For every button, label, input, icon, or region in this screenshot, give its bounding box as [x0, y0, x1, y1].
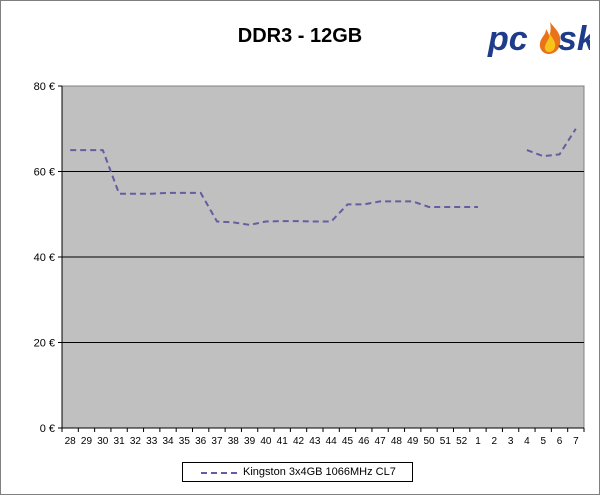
x-tick-label: 30	[97, 436, 109, 447]
x-tick-label: 37	[211, 436, 223, 447]
logo-text-b: sk	[558, 20, 590, 58]
x-tick-label: 5	[540, 436, 546, 447]
x-tick-label: 50	[423, 436, 435, 447]
y-tick-label: 0 €	[40, 423, 55, 435]
x-tick-label: 34	[162, 436, 174, 447]
x-tick-label: 4	[524, 436, 530, 447]
x-tick-label: 44	[326, 436, 338, 447]
x-tick-label: 43	[309, 436, 321, 447]
series-line	[526, 128, 577, 158]
x-tick-label: 42	[293, 436, 305, 447]
pcask-logo: pc sk	[487, 20, 590, 58]
legend: Kingston 3x4GB 1066MHz CL7	[182, 462, 413, 482]
x-tick-label: 31	[114, 436, 126, 447]
logo-flame	[539, 22, 561, 54]
legend-label: Kingston 3x4GB 1066MHz CL7	[243, 466, 396, 478]
x-tick-label: 46	[358, 436, 370, 447]
y-tick-label: 20 €	[34, 338, 55, 350]
x-tick-label: 28	[65, 436, 77, 447]
y-tick-label: 60 €	[34, 167, 55, 179]
x-tick-label: 48	[391, 436, 403, 447]
logo-text-a: pc	[487, 20, 528, 58]
x-tick-label: 36	[195, 436, 207, 447]
x-tick-label: 33	[146, 436, 158, 447]
x-tick-label: 6	[557, 436, 563, 447]
y-tick-label: 80 €	[34, 81, 55, 93]
series-line	[70, 149, 478, 226]
x-tick-label: 3	[508, 436, 514, 447]
chart-title: DDR3 - 12GB	[237, 25, 363, 47]
x-tick-label: 52	[456, 436, 468, 447]
x-tick-label: 1	[475, 436, 481, 447]
x-tick-label: 39	[244, 436, 256, 447]
x-tick-label: 47	[375, 436, 387, 447]
x-tick-label: 41	[277, 436, 289, 447]
x-tick-label: 7	[573, 436, 579, 447]
legend-line-swatch	[201, 472, 237, 474]
x-tick-label: 40	[260, 436, 272, 447]
x-tick-label: 35	[179, 436, 191, 447]
x-tick-label: 29	[81, 436, 93, 447]
x-tick-label: 38	[228, 436, 240, 447]
x-tick-label: 32	[130, 436, 142, 447]
y-tick-label: 40 €	[34, 252, 55, 264]
x-tick-label: 49	[407, 436, 419, 447]
x-tick-label: 2	[492, 436, 498, 447]
x-tick-label: 51	[440, 436, 452, 447]
x-tick-label: 45	[342, 436, 354, 447]
